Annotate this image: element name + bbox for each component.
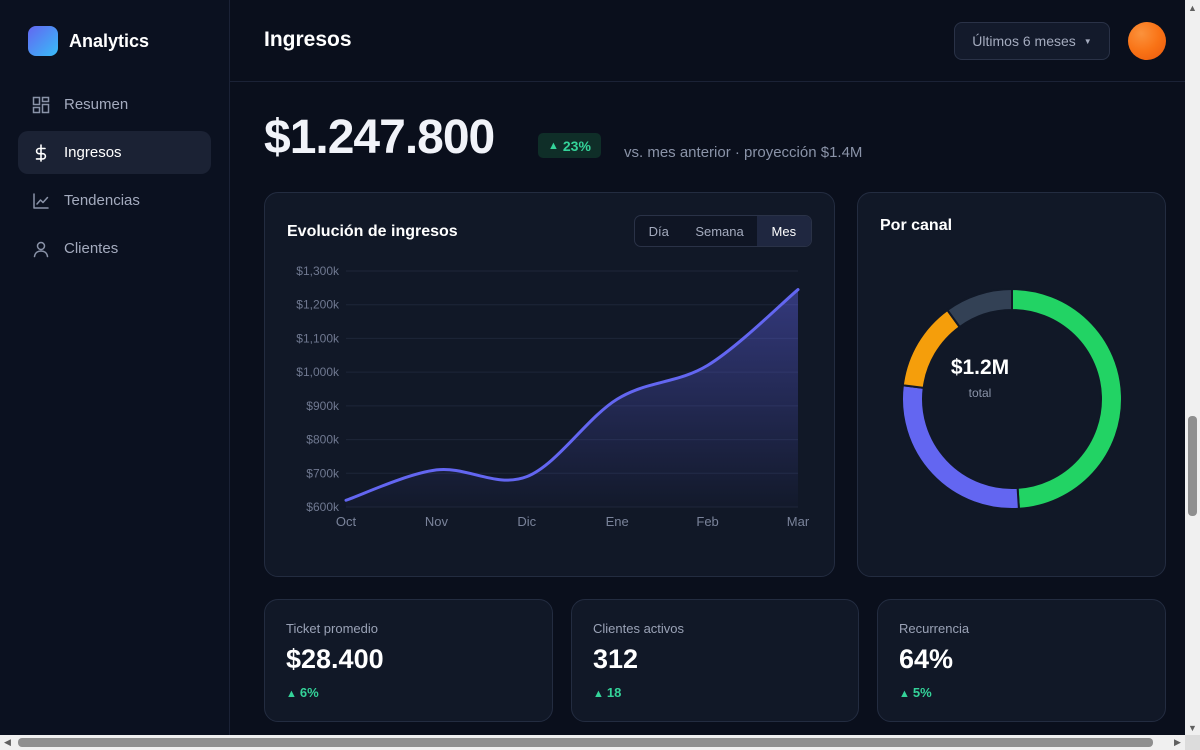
- data-point-ene[interactable]: [615, 397, 619, 401]
- donut-slice-1[interactable]: [901, 384, 1020, 510]
- y-tick-label: $1,300k: [296, 264, 340, 278]
- page-title: Ingresos: [264, 28, 352, 51]
- arrow-up-icon: ▲: [593, 688, 604, 700]
- trend-chart-icon: [32, 192, 50, 210]
- scroll-right-icon[interactable]: ▶: [1174, 737, 1181, 747]
- sidebar-item-resumen[interactable]: Resumen: [18, 83, 211, 126]
- donut-slice-3[interactable]: [945, 287, 1013, 329]
- date-range-value: Últimos 6 meses: [972, 33, 1076, 49]
- avatar[interactable]: [1128, 22, 1166, 60]
- kpi-value: $28.400: [286, 644, 384, 674]
- kpi-label: Clientes activos: [593, 621, 685, 636]
- sidebar-item-tendencias[interactable]: Tendencias: [18, 179, 211, 222]
- donut-total: $1.2M: [951, 356, 1009, 379]
- comparison-note: vs. mes anterior · proyección $1.4M: [624, 144, 863, 161]
- user-icon: [32, 240, 50, 258]
- kpi-card-ticket: Ticket promedio $28.400 ▲ 6%: [264, 599, 553, 722]
- data-point-mar[interactable]: [796, 288, 800, 292]
- scroll-down-icon[interactable]: ▼: [1188, 722, 1197, 733]
- y-tick-label: $900k: [306, 399, 340, 413]
- kpi-delta: ▲ 18: [593, 685, 621, 700]
- arrow-up-icon: ▲: [286, 688, 297, 700]
- dollar-icon: [32, 143, 50, 162]
- period-week-button[interactable]: Semana: [695, 223, 744, 239]
- channel-donut-chart: $1.2M total: [901, 287, 1123, 510]
- brand[interactable]: Analytics: [28, 26, 149, 56]
- vertical-scroll-thumb[interactable]: [1188, 416, 1197, 516]
- x-tick-label: Nov: [425, 514, 449, 529]
- channel-card: Por canal $1.2M total: [857, 192, 1166, 577]
- donut-slice-0[interactable]: [1011, 287, 1123, 510]
- app-logo: [28, 26, 58, 56]
- x-tick-label: Ene: [606, 514, 629, 529]
- arrow-up-icon: ▲: [899, 688, 910, 700]
- sidebar-item-label: Clientes: [64, 240, 119, 257]
- period-day-button[interactable]: Día: [648, 223, 669, 239]
- kpi-label: Ticket promedio: [286, 621, 378, 636]
- revenue-chart-card: $600k $700k $800k $900k $1,000k $1,100k $1,200…: [264, 192, 835, 577]
- x-tick-label: Oct: [336, 514, 357, 529]
- x-tick-label: Feb: [696, 514, 718, 529]
- kpi-delta: ▲ 6%: [286, 685, 319, 700]
- kpi-value: 312: [593, 644, 639, 674]
- scroll-left-icon[interactable]: ◀: [4, 737, 11, 747]
- kpi-card-clientes: Clientes activos 312 ▲ 18: [571, 599, 859, 722]
- date-range-select[interactable]: Últimos 6 meses ▼: [954, 22, 1110, 60]
- sidebar-item-label: Tendencias: [64, 192, 140, 209]
- period-month-button[interactable]: Mes: [756, 216, 811, 246]
- kpi-delta-value: 6%: [299, 685, 319, 700]
- arrow-up-icon: ▲: [548, 139, 559, 152]
- kpi-delta-value: 5%: [912, 685, 932, 700]
- revenue-area-fill: [346, 289, 798, 507]
- y-tick-label: $800k: [306, 433, 340, 447]
- caret-down-icon: ▼: [1083, 36, 1092, 46]
- kpi-value: 64%: [899, 644, 954, 674]
- chart-title: Evolución de ingresos: [287, 223, 458, 240]
- growth-badge: ▲ 23%: [538, 133, 601, 158]
- revenue-area-chart: $600k $700k $800k $900k $1,000k $1,100k $1,200…: [296, 264, 810, 529]
- donut-total-label: total: [969, 386, 992, 400]
- revenue-total: $1.247.800: [264, 111, 495, 164]
- y-tick-label: $700k: [306, 466, 340, 480]
- vertical-scrollbar[interactable]: ▲ ▼: [1185, 0, 1200, 735]
- y-tick-label: $1,100k: [296, 331, 340, 345]
- kpi-delta-value: 18: [606, 685, 622, 700]
- period-toggle: Día Semana Mes: [634, 215, 812, 247]
- y-tick-label: $1,200k: [296, 298, 340, 312]
- data-point-dic[interactable]: [525, 475, 529, 479]
- y-tick-label: $1,000k: [296, 365, 340, 379]
- app-name: Analytics: [69, 30, 150, 51]
- kpi-card-recurrencia: Recurrencia 64% ▲ 5%: [877, 599, 1166, 722]
- sidebar: Analytics Resumen Ingresos: [0, 0, 230, 735]
- x-tick-label: Dic: [517, 514, 536, 529]
- horizontal-scroll-thumb[interactable]: [18, 738, 1153, 747]
- grid-icon: [32, 96, 50, 114]
- data-point-feb[interactable]: [706, 363, 710, 367]
- kpi-delta: ▲ 5%: [899, 685, 932, 700]
- header: Ingresos Últimos 6 meses ▼: [230, 0, 1185, 82]
- horizontal-scrollbar[interactable]: ◀ ▶: [0, 735, 1185, 750]
- kpi-label: Recurrencia: [899, 621, 970, 636]
- y-tick-label: $600k: [306, 500, 340, 514]
- growth-badge-value: 23%: [562, 137, 591, 154]
- sidebar-item-label: Resumen: [64, 96, 129, 113]
- data-point-nov[interactable]: [434, 468, 438, 472]
- sidebar-item-label: Ingresos: [64, 144, 122, 161]
- sidebar-item-clientes[interactable]: Clientes: [18, 227, 211, 270]
- sidebar-nav: Resumen Ingresos Tendencias: [18, 83, 211, 275]
- x-tick-label: Mar: [787, 514, 810, 529]
- data-point-oct[interactable]: [344, 498, 348, 502]
- channel-card-title: Por canal: [880, 217, 953, 234]
- revenue-line: [344, 288, 800, 502]
- scroll-up-icon[interactable]: ▲: [1188, 2, 1197, 13]
- scrollbar-corner: [1185, 735, 1200, 750]
- sidebar-item-ingresos[interactable]: Ingresos: [18, 131, 211, 174]
